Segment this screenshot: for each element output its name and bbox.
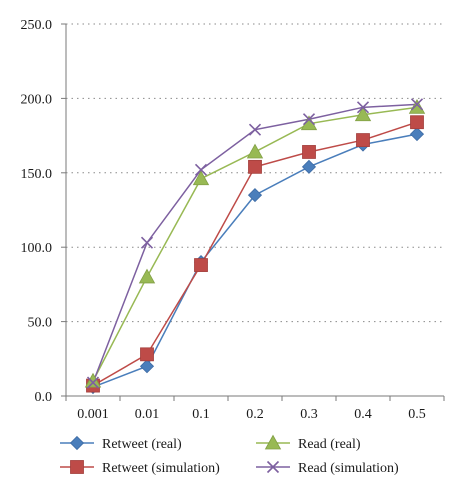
x-tick-label: 0.001 — [77, 407, 109, 422]
legend-marker — [70, 460, 84, 474]
data-point — [247, 188, 263, 203]
x-tick-label: 0.2 — [246, 407, 264, 422]
plot-series — [84, 98, 426, 395]
data-point — [248, 159, 262, 174]
data-point — [194, 258, 208, 272]
data-point — [140, 347, 154, 362]
y-tick-label: 250.0 — [21, 18, 53, 33]
data-point — [140, 236, 154, 249]
legend-label: Read (simulation) — [298, 461, 399, 476]
data-point — [408, 99, 426, 114]
legend-label: Retweet (simulation) — [102, 461, 220, 476]
data-point — [356, 133, 370, 147]
data-point — [248, 123, 262, 136]
legend-marker — [266, 460, 280, 474]
data-point — [192, 170, 210, 186]
x-tick-label: 0.4 — [354, 407, 372, 422]
data-point — [84, 372, 102, 388]
legend-label: Read (real) — [298, 437, 361, 452]
data-point — [356, 101, 370, 114]
data-point — [194, 163, 208, 176]
x-tick-label: 0.01 — [135, 407, 160, 422]
data-point — [410, 98, 424, 111]
y-tick-label: 150.0 — [21, 167, 53, 182]
legend: Retweet (real) Retweet (simulation) Read (… — [60, 434, 399, 476]
data-point — [302, 145, 316, 159]
data-point — [138, 268, 156, 284]
data-point — [301, 159, 317, 174]
data-point — [302, 113, 316, 126]
y-tick-label: 50.0 — [28, 316, 53, 331]
legend-label: Retweet (real) — [102, 437, 182, 452]
legend-marker — [264, 434, 282, 450]
y-tick-label: 0.0 — [35, 390, 53, 405]
data-point — [86, 376, 100, 389]
data-point — [410, 115, 424, 130]
axes: 0.0 50.0 100.0 150.0 200.0 250.0 0.001 0.01 0.1 0… — [21, 18, 445, 422]
legend-marker — [69, 435, 85, 451]
y-tick-label: 200.0 — [21, 92, 53, 107]
data-point — [139, 359, 155, 374]
data-point — [246, 143, 264, 159]
y-tick-label: 100.0 — [21, 241, 53, 256]
x-tick-label: 0.5 — [408, 407, 426, 422]
data-point — [409, 127, 425, 142]
data-point — [354, 106, 372, 122]
x-tick-label: 0.1 — [192, 407, 210, 422]
x-tick-label: 0.3 — [300, 407, 318, 422]
